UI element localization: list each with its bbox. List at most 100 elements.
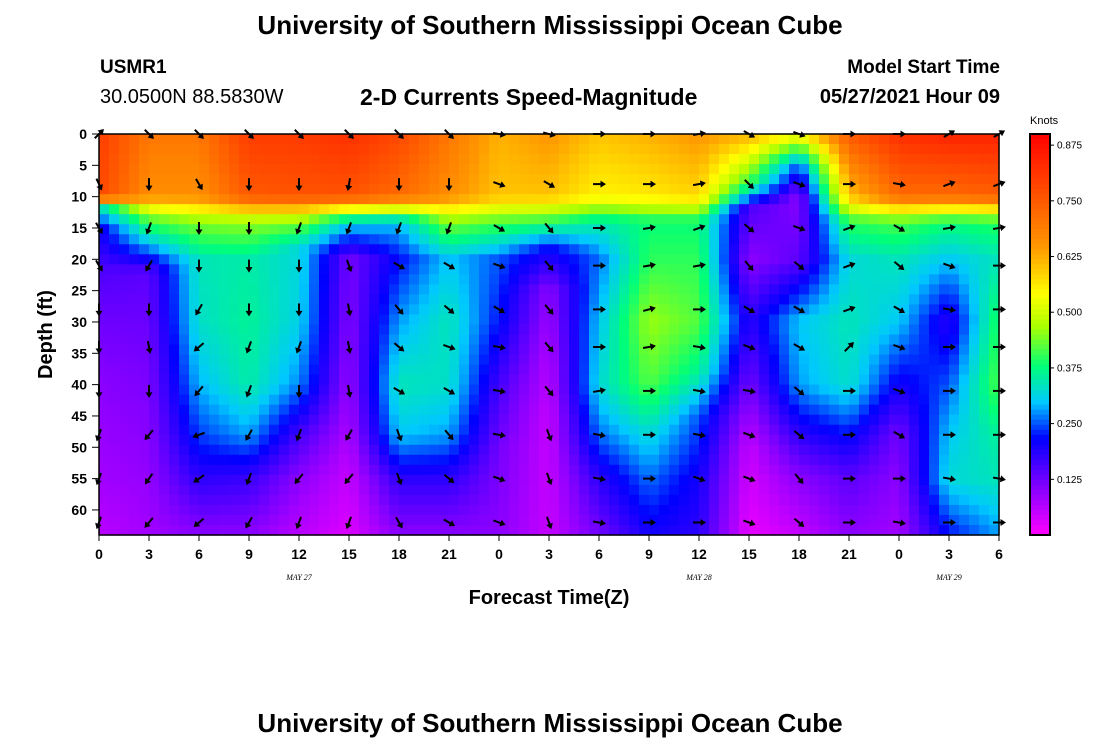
heatmap-cell [269,144,280,155]
heatmap-cell [979,164,990,175]
heatmap-cell [149,414,160,426]
current-vector-arrow [794,473,804,484]
heatmap-cell [459,174,470,185]
x-tick-label: 9 [645,546,653,562]
heatmap-cell [189,214,200,225]
heatmap-cell [629,454,640,466]
heatmap-cell [399,374,410,386]
heatmap-cell [369,254,380,265]
heatmap-cell [289,344,300,356]
heatmap-cell [519,244,530,255]
heatmap-cell [689,254,700,265]
heatmap-cell [619,464,630,476]
heatmap-cell [599,334,610,346]
heatmap-cell [839,134,850,145]
heatmap-cell [129,234,140,245]
heatmap-cell [759,374,770,386]
heatmap-cell [609,404,620,416]
heatmap-cell [459,214,470,225]
heatmap-cell [549,354,560,366]
heatmap-cell [129,134,140,145]
heatmap-cell [419,134,430,145]
heatmap-cell [389,144,400,155]
heatmap-cell [879,324,890,336]
heatmap-cell [309,484,320,496]
heatmap-cell [169,444,180,456]
heatmap-cell [99,344,110,356]
heatmap-cell [159,454,170,466]
heatmap-cell [929,454,940,466]
heatmap-cell [889,334,900,346]
colorbar-segment [1030,294,1050,301]
colorbar-segment [1030,354,1050,361]
heatmap-cell [299,384,310,396]
heatmap-cell [309,524,320,536]
heatmap-cell [909,184,920,195]
heatmap-cell [989,174,1000,185]
heatmap-cell [579,194,590,205]
heatmap-cell [329,314,340,326]
heatmap-cell [399,514,410,526]
heatmap-cell [599,284,610,296]
heatmap-cell [899,454,910,466]
heatmap-cell [879,484,890,496]
heatmap-cell [269,484,280,496]
heatmap-cell [859,524,870,536]
heatmap-cell [799,474,810,486]
heatmap-cell [899,234,910,245]
heatmap-cell [349,324,360,336]
heatmap-cell [169,154,180,165]
heatmap-cell [329,364,340,376]
heatmap-cell [519,494,530,506]
heatmap-cell [249,184,260,195]
heatmap-cell [639,204,650,215]
heatmap-cell [149,524,160,536]
heatmap-cell [319,324,330,336]
heatmap-cell [789,284,800,296]
heatmap-cell [609,374,620,386]
heatmap-cell [849,504,860,516]
heatmap-cell [219,344,230,356]
heatmap-cell [209,394,220,406]
heatmap-cell [139,284,150,296]
heatmap-cell [169,144,180,155]
heatmap-cell [799,484,810,496]
heatmap-cell [459,184,470,195]
heatmap-cell [929,334,940,346]
heatmap-cell [619,244,630,255]
heatmap-cell [369,244,380,255]
heatmap-cell [199,444,210,456]
heatmap-cell [589,414,600,426]
colorbar-segment [1030,279,1050,285]
heatmap-cell [509,214,520,225]
heatmap-cell [379,294,390,306]
heatmap-cell [529,154,540,165]
heatmap-cell [939,154,950,165]
heatmap-cell [959,224,970,235]
heatmap-cell [689,344,700,356]
heatmap-cell [409,354,420,366]
heatmap-cell [109,234,120,245]
heatmap-cell [739,174,750,185]
heatmap-cell [529,334,540,346]
current-vector-arrow [544,260,554,271]
heatmap-cell [499,444,510,456]
heatmap-cell [619,194,630,205]
heatmap-cell [369,354,380,366]
heatmap-cell [759,244,770,255]
heatmap-cell [899,394,910,406]
heatmap-cell [139,414,150,426]
heatmap-cell [689,484,700,496]
heatmap-cell [739,254,750,265]
heatmap-cell [209,384,220,396]
heatmap-cell [779,194,790,205]
heatmap-cell [389,194,400,205]
heatmap-cell [799,504,810,516]
heatmap-cell [159,254,170,265]
heatmap-cell [909,474,920,486]
heatmap-cell [379,144,390,155]
heatmap-cell [119,254,130,265]
heatmap-cell [469,514,480,526]
heatmap-cell [369,304,380,316]
heatmap-cell [729,204,740,215]
